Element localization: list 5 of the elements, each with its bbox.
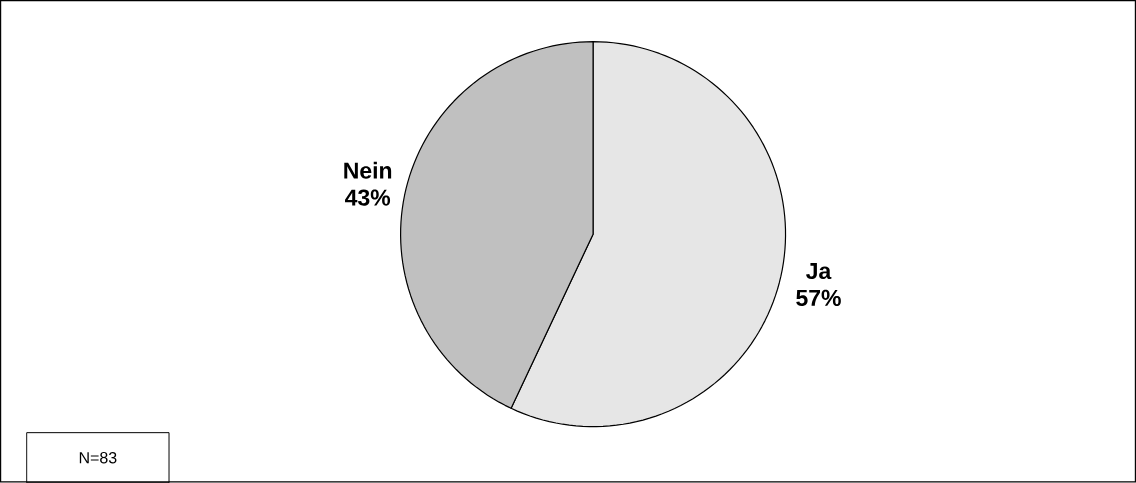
data-label: 57%	[796, 289, 841, 306]
slice-label: Ja	[806, 262, 832, 279]
slice-label: Nein	[344, 161, 392, 179]
data-label: 43%	[345, 189, 391, 206]
text: N=83	[79, 451, 117, 464]
